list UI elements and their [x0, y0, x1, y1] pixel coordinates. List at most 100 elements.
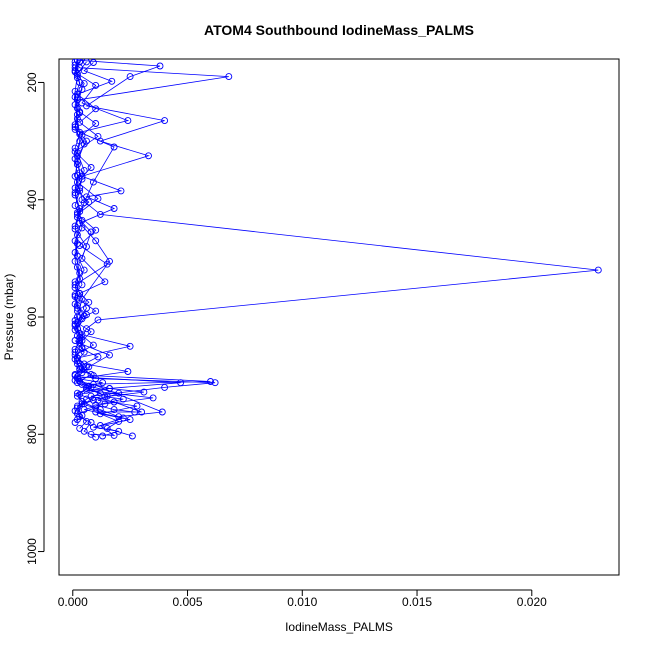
data-point [87, 371, 95, 378]
data-point [101, 278, 109, 286]
data-point [94, 195, 102, 203]
data-point [99, 379, 107, 387]
data-point [73, 209, 81, 217]
data-point [138, 408, 146, 416]
data-point [76, 337, 84, 344]
data-point [131, 408, 139, 416]
data-point [78, 400, 86, 408]
y-axis: 200 400 600 800 1000 [25, 72, 45, 565]
data-point [76, 169, 84, 177]
data-point [71, 237, 79, 245]
x-tick-label: 0.020 [517, 595, 547, 609]
data-point [71, 249, 79, 256]
data-point [78, 216, 86, 224]
data-point [85, 198, 93, 206]
data-point [80, 266, 88, 274]
data-point [76, 424, 84, 432]
data-point [76, 205, 84, 212]
data-point [83, 311, 90, 319]
data-point [96, 210, 104, 218]
chart-title: ATOM4 Southbound IodineMass_PALMS [204, 22, 474, 38]
series [71, 337, 166, 421]
data-point [80, 67, 88, 75]
data-point [149, 394, 157, 402]
data-point [89, 341, 97, 349]
data-point [94, 132, 102, 140]
x-axis: 0.000 0.005 0.010 0.015 0.020 [58, 589, 547, 609]
y-tick-label: 600 [25, 307, 39, 327]
data-point [80, 199, 88, 207]
data-point [73, 252, 81, 260]
data-point [76, 290, 84, 297]
data-point [594, 266, 602, 274]
data-point [78, 337, 86, 344]
data-point [73, 161, 81, 168]
data-point [71, 300, 79, 308]
data-point [92, 307, 100, 315]
x-axis-label: IodineMass_PALMS [285, 620, 393, 634]
data-point [71, 87, 79, 95]
data-point [83, 417, 90, 425]
data-point [71, 121, 79, 129]
data-point [71, 371, 79, 378]
data-point [92, 237, 100, 245]
data-point [71, 337, 79, 344]
data-point [110, 205, 118, 212]
data-point [76, 362, 84, 370]
data-point [94, 353, 102, 361]
data-point [211, 379, 219, 387]
data-point [96, 410, 104, 418]
y-tick-label: 200 [25, 72, 39, 92]
data-point [89, 178, 97, 186]
data-point [71, 278, 79, 286]
data-point [76, 137, 84, 145]
data-point [73, 389, 81, 397]
data-point [89, 59, 97, 66]
data-point [78, 345, 86, 353]
y-tick-label: 400 [25, 189, 39, 209]
data-point [92, 401, 100, 409]
data-point [117, 187, 125, 195]
data-point [71, 222, 79, 230]
series [71, 59, 93, 344]
data-point [115, 413, 123, 421]
y-axis-label: Pressure (mbar) [2, 274, 16, 361]
y-tick-label: 1000 [25, 538, 39, 565]
data-point [225, 73, 233, 81]
data-point [140, 388, 148, 396]
series [73, 59, 185, 439]
data-point [92, 226, 100, 234]
data-point [71, 123, 79, 131]
data-point [89, 423, 97, 431]
data-point [99, 432, 107, 440]
data-point [73, 115, 81, 123]
data-point [78, 397, 86, 405]
x-tick-label: 0.015 [402, 595, 432, 609]
plot-frame [58, 58, 620, 576]
data-point [73, 379, 81, 387]
data-point [94, 316, 102, 324]
data-point [71, 64, 79, 72]
x-tick-label: 0.010 [287, 595, 317, 609]
data-point [126, 416, 134, 424]
series-line [74, 64, 97, 429]
data-point [73, 71, 81, 79]
data-point [78, 224, 86, 232]
data-point [73, 354, 81, 362]
data-point [126, 73, 134, 81]
data-point [73, 152, 81, 160]
data-point [71, 184, 79, 192]
data-point [87, 430, 95, 438]
data-point [110, 143, 118, 151]
x-tick-label: 0.005 [173, 595, 203, 609]
data-point [103, 260, 111, 268]
data-point [158, 408, 166, 416]
data-point [83, 385, 90, 392]
data-point [145, 152, 152, 160]
data-point [119, 395, 127, 403]
y-tick-label: 800 [25, 424, 39, 444]
data-point [73, 94, 81, 102]
data-point [92, 81, 100, 89]
data-point [133, 402, 141, 410]
data-point [83, 243, 90, 251]
